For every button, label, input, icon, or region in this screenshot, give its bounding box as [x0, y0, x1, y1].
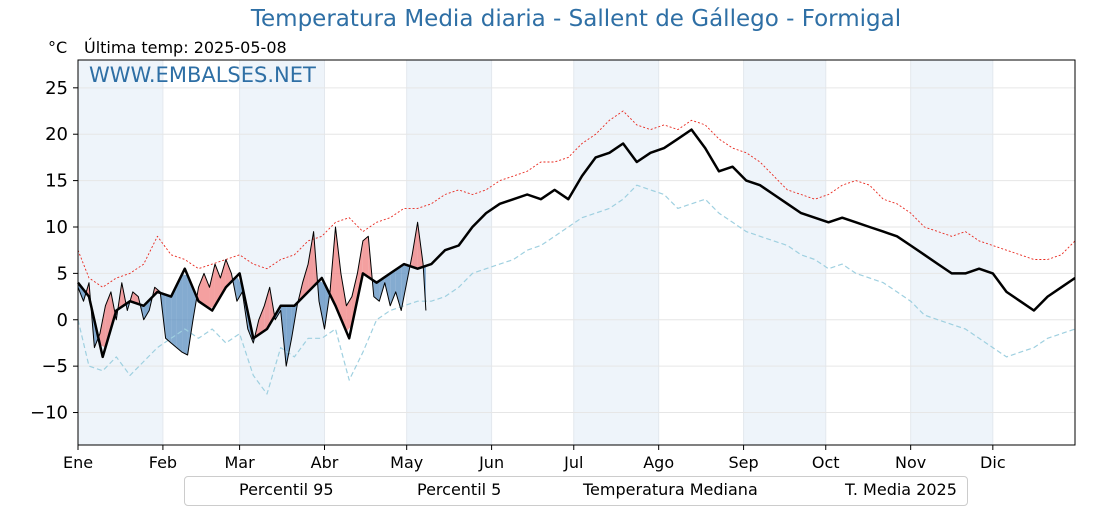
watermark: WWW.EMBALSES.NET [89, 63, 316, 87]
x-tick-label: Ago [643, 453, 674, 472]
x-tick-label: May [390, 453, 423, 472]
legend-median: Temperatura Mediana [583, 480, 758, 499]
anomaly-fill [209, 264, 214, 309]
x-tick-label: Dic [980, 453, 1006, 472]
y-tick-label: 25 [45, 78, 68, 99]
y-tick-label: −10 [30, 403, 68, 424]
anomaly-fill [204, 273, 209, 308]
x-tick-label: Nov [895, 453, 926, 472]
y-tick-label: 10 [45, 217, 68, 238]
anomaly-fill [390, 270, 395, 306]
y-tick-label: 20 [45, 124, 68, 145]
x-tick-label: Sep [729, 453, 759, 472]
anomaly-fill [166, 295, 171, 343]
month-band [78, 60, 163, 445]
y-tick-label: −5 [41, 356, 68, 377]
month-bands [78, 60, 993, 445]
x-tick-label: Abr [311, 453, 339, 472]
x-axis-ticks: Ene Feb Mar Abr May Jun Jul Ago Sep Oct Nov Dic [63, 445, 1006, 472]
anomaly-fill [363, 236, 368, 277]
x-tick-label: Oct [812, 453, 840, 472]
anomaly-fill [182, 274, 187, 355]
y-tick-label: 0 [57, 310, 68, 331]
x-tick-label: Mar [225, 453, 256, 472]
x-tick-label: Jul [563, 453, 583, 472]
month-band [574, 60, 659, 445]
anomaly-fill [396, 266, 401, 311]
y-tick-label: 15 [45, 171, 68, 192]
y-tick-label: 5 [57, 263, 68, 284]
x-tick-label: Feb [149, 453, 177, 472]
x-tick-label: Ene [63, 453, 93, 472]
x-tick-label: Jun [478, 453, 504, 472]
legend: Percentil 95 Percentil 5 Temperatura Med… [184, 476, 968, 506]
y-axis-ticks: −10 −5 0 5 10 15 20 25 [30, 78, 78, 424]
month-band [744, 60, 826, 445]
legend-current: T. Media 2025 [845, 480, 957, 499]
legend-p5: Percentil 5 [417, 480, 501, 499]
legend-p95: Percentil 95 [239, 480, 334, 499]
